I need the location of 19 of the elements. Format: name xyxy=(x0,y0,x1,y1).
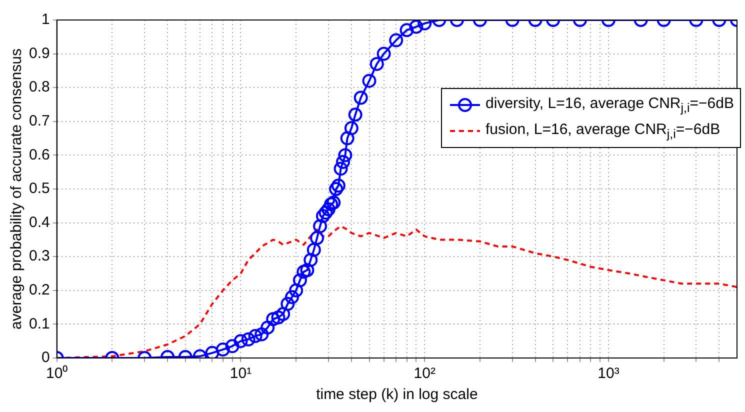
x-axis-title: time step (k) in log scale xyxy=(316,386,478,404)
y-tick-label: 0.9 xyxy=(28,44,50,62)
y-tick-label: 0 xyxy=(42,349,50,366)
legend-label: fusion, L=16, average CNR$_{j,i}$=−6dB xyxy=(486,121,720,141)
y-tick-label: 0.8 xyxy=(28,78,50,96)
legend-label: diversity, L=16, average CNR$_{j,i}$=−6dB xyxy=(486,95,734,115)
x-tick-label: 10¹ xyxy=(230,365,252,382)
y-tick-label: 0.1 xyxy=(28,315,50,332)
y-tick-label: 0.3 xyxy=(28,248,50,265)
y-tick-label: 0.6 xyxy=(28,146,50,164)
y-tick-label: 0.2 xyxy=(28,282,50,299)
y-tick-label: 1 xyxy=(42,11,50,28)
y-tick-label: 0.5 xyxy=(28,180,50,198)
x-tick-label: 10³ xyxy=(598,365,620,382)
y-axis-title: average probability of accurate consensus xyxy=(8,48,26,330)
y-tick-label: 0.7 xyxy=(28,112,50,130)
x-tick-label: 10⁰ xyxy=(46,365,68,382)
y-tick-label: 0.4 xyxy=(28,214,50,231)
x-tick-label: 10² xyxy=(414,365,436,382)
